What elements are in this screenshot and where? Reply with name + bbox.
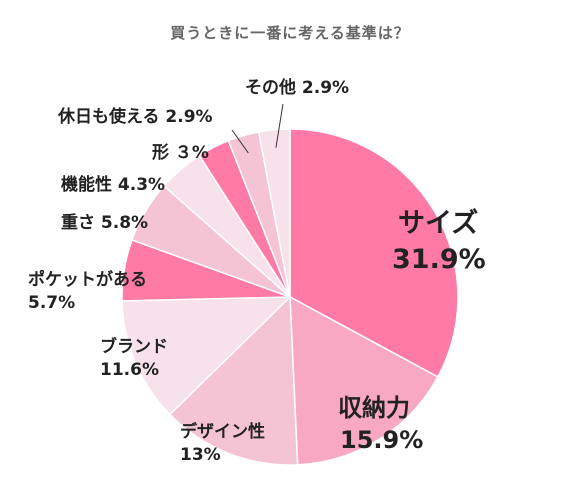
slice-value-design: 13% — [180, 445, 221, 465]
slice-label-weight: 重さ 5.8% — [61, 212, 148, 233]
slice-value-pocket: 5.7% — [28, 293, 75, 313]
leader-line — [231, 129, 249, 154]
slice-label-pocket: ポケットがある — [28, 269, 147, 290]
slice-label-size: サイズ — [398, 207, 478, 239]
chart-title: 買うときに一番に考える基準は？ — [170, 24, 410, 42]
pie-slice — [257, 128, 291, 298]
slice-value-storage: 15.9% — [340, 426, 423, 454]
leader-lines — [231, 103, 284, 154]
slice-label-function: 機能性 4.3% — [61, 174, 165, 195]
pie-slice — [289, 295, 439, 466]
slice-label-shape: 形 ３% — [152, 142, 209, 163]
slice-label-holiday: 休日も使える 2.9% — [57, 106, 213, 127]
pie-slice — [121, 296, 292, 416]
pie-slice — [168, 295, 299, 466]
pie-slice — [289, 128, 459, 378]
slice-value-size: 31.9% — [392, 244, 486, 275]
pie-slices — [121, 128, 459, 466]
leader-line — [275, 103, 284, 148]
slice-value-brand: 11.6% — [100, 360, 159, 380]
slice-label-design: デザイン性 — [180, 421, 265, 442]
slice-label-other: その他 2.9% — [245, 77, 349, 98]
slice-label-storage: 収納力 — [338, 394, 410, 422]
slice-label-brand: ブランド — [100, 336, 168, 357]
